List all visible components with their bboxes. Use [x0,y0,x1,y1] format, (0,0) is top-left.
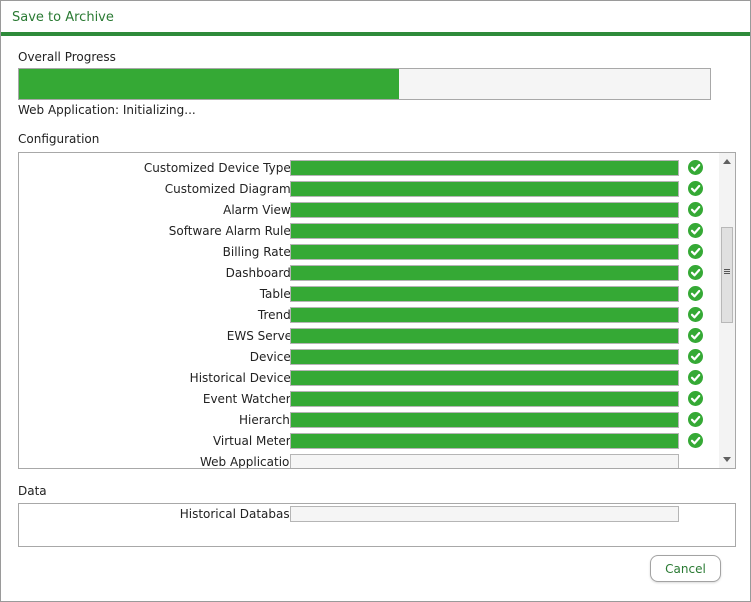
task-progress-bar [290,370,679,386]
task-label: Alarm Views [223,203,297,217]
task-row: Trends [19,305,719,326]
overall-progress-fill [19,69,400,99]
task-progress-fill [291,287,678,301]
check-icon [688,349,703,364]
task-row: Historical Database [19,504,719,525]
task-progress-fill [291,434,678,448]
task-label: Billing Rates [222,245,297,259]
task-label: Customized Diagrams [164,182,297,196]
check-icon [688,181,703,196]
task-progress-fill [291,371,678,385]
task-progress-fill [291,266,678,280]
check-icon [688,370,703,385]
task-progress-bar [290,349,679,365]
task-row: Devices [19,347,719,368]
data-list: Historical Database [18,503,736,547]
scroll-grip-icon [724,269,730,270]
task-row: Historical Devices [19,368,719,389]
task-label: Customized Device Types [143,161,297,175]
task-progress-bar [290,433,679,449]
check-icon [688,433,703,448]
task-row: Web Application [19,452,719,469]
overall-progress-bar [18,68,711,100]
cancel-button[interactable]: Cancel [650,555,721,582]
task-label: Virtual Meters [212,434,297,448]
task-label: Historical Devices [189,371,297,385]
check-icon [688,160,703,175]
task-progress-fill [291,224,678,238]
check-icon [688,202,703,217]
task-progress-bar [290,307,679,323]
task-progress-bar [290,181,679,197]
task-row: Tables [19,284,719,305]
check-icon [688,307,703,322]
task-row: Event Watchers [19,389,719,410]
task-row: Virtual Meters [19,431,719,452]
task-progress-bar [290,244,679,260]
task-progress-bar [290,328,679,344]
configuration-scrollbar[interactable] [719,153,735,468]
task-row: EWS Server [19,326,719,347]
task-row: Customized Diagrams [19,179,719,200]
check-icon [688,328,703,343]
task-progress-bar [290,506,679,522]
task-progress-fill [291,245,678,259]
check-icon [688,244,703,259]
dialog-title: Save to Archive [12,10,114,25]
task-label: Hierarchy [238,413,297,427]
configuration-list[interactable]: Customized Device Types Customized Diagra… [18,152,736,469]
task-label: Trends [257,308,297,322]
check-icon [688,223,703,238]
task-label: Event Watchers [202,392,297,406]
task-progress-bar [290,265,679,281]
check-icon [688,391,703,406]
task-progress-bar [290,412,679,428]
task-progress-bar [290,202,679,218]
task-progress-fill [291,413,678,427]
task-label: Historical Database [179,507,297,521]
check-icon [688,265,703,280]
task-label: EWS Server [226,329,297,343]
status-text: Web Application: Initializing... [18,103,196,117]
task-progress-fill [291,350,678,364]
task-progress-fill [291,308,678,322]
task-progress-bar [290,286,679,302]
task-progress-bar [290,391,679,407]
task-row: Billing Rates [19,242,719,263]
configuration-label: Configuration [18,132,100,146]
data-label: Data [18,484,47,498]
task-progress-bar [290,160,679,176]
scroll-thumb[interactable] [721,227,733,323]
task-label: Software Alarm Rules [168,224,297,238]
task-label: Tables [259,287,297,301]
task-progress-fill [291,182,678,196]
task-row: Hierarchy [19,410,719,431]
task-progress-fill [291,203,678,217]
task-row: Software Alarm Rules [19,221,719,242]
task-progress-fill [291,392,678,406]
task-row: Dashboards [19,263,719,284]
task-progress-bar [290,454,679,468]
dialog-titlebar: Save to Archive [1,1,750,36]
task-label: Devices [249,350,297,364]
check-icon [688,412,703,427]
task-progress-fill [291,329,678,343]
task-label: Web Application [199,455,297,469]
check-icon [688,286,703,301]
task-label: Dashboards [225,266,297,280]
scroll-down-arrow-icon[interactable] [723,457,731,462]
task-row: Customized Device Types [19,158,719,179]
task-row: Alarm Views [19,200,719,221]
scroll-up-arrow-icon[interactable] [723,159,731,164]
task-progress-bar [290,223,679,239]
overall-progress-label: Overall Progress [18,50,116,64]
task-progress-fill [291,161,678,175]
